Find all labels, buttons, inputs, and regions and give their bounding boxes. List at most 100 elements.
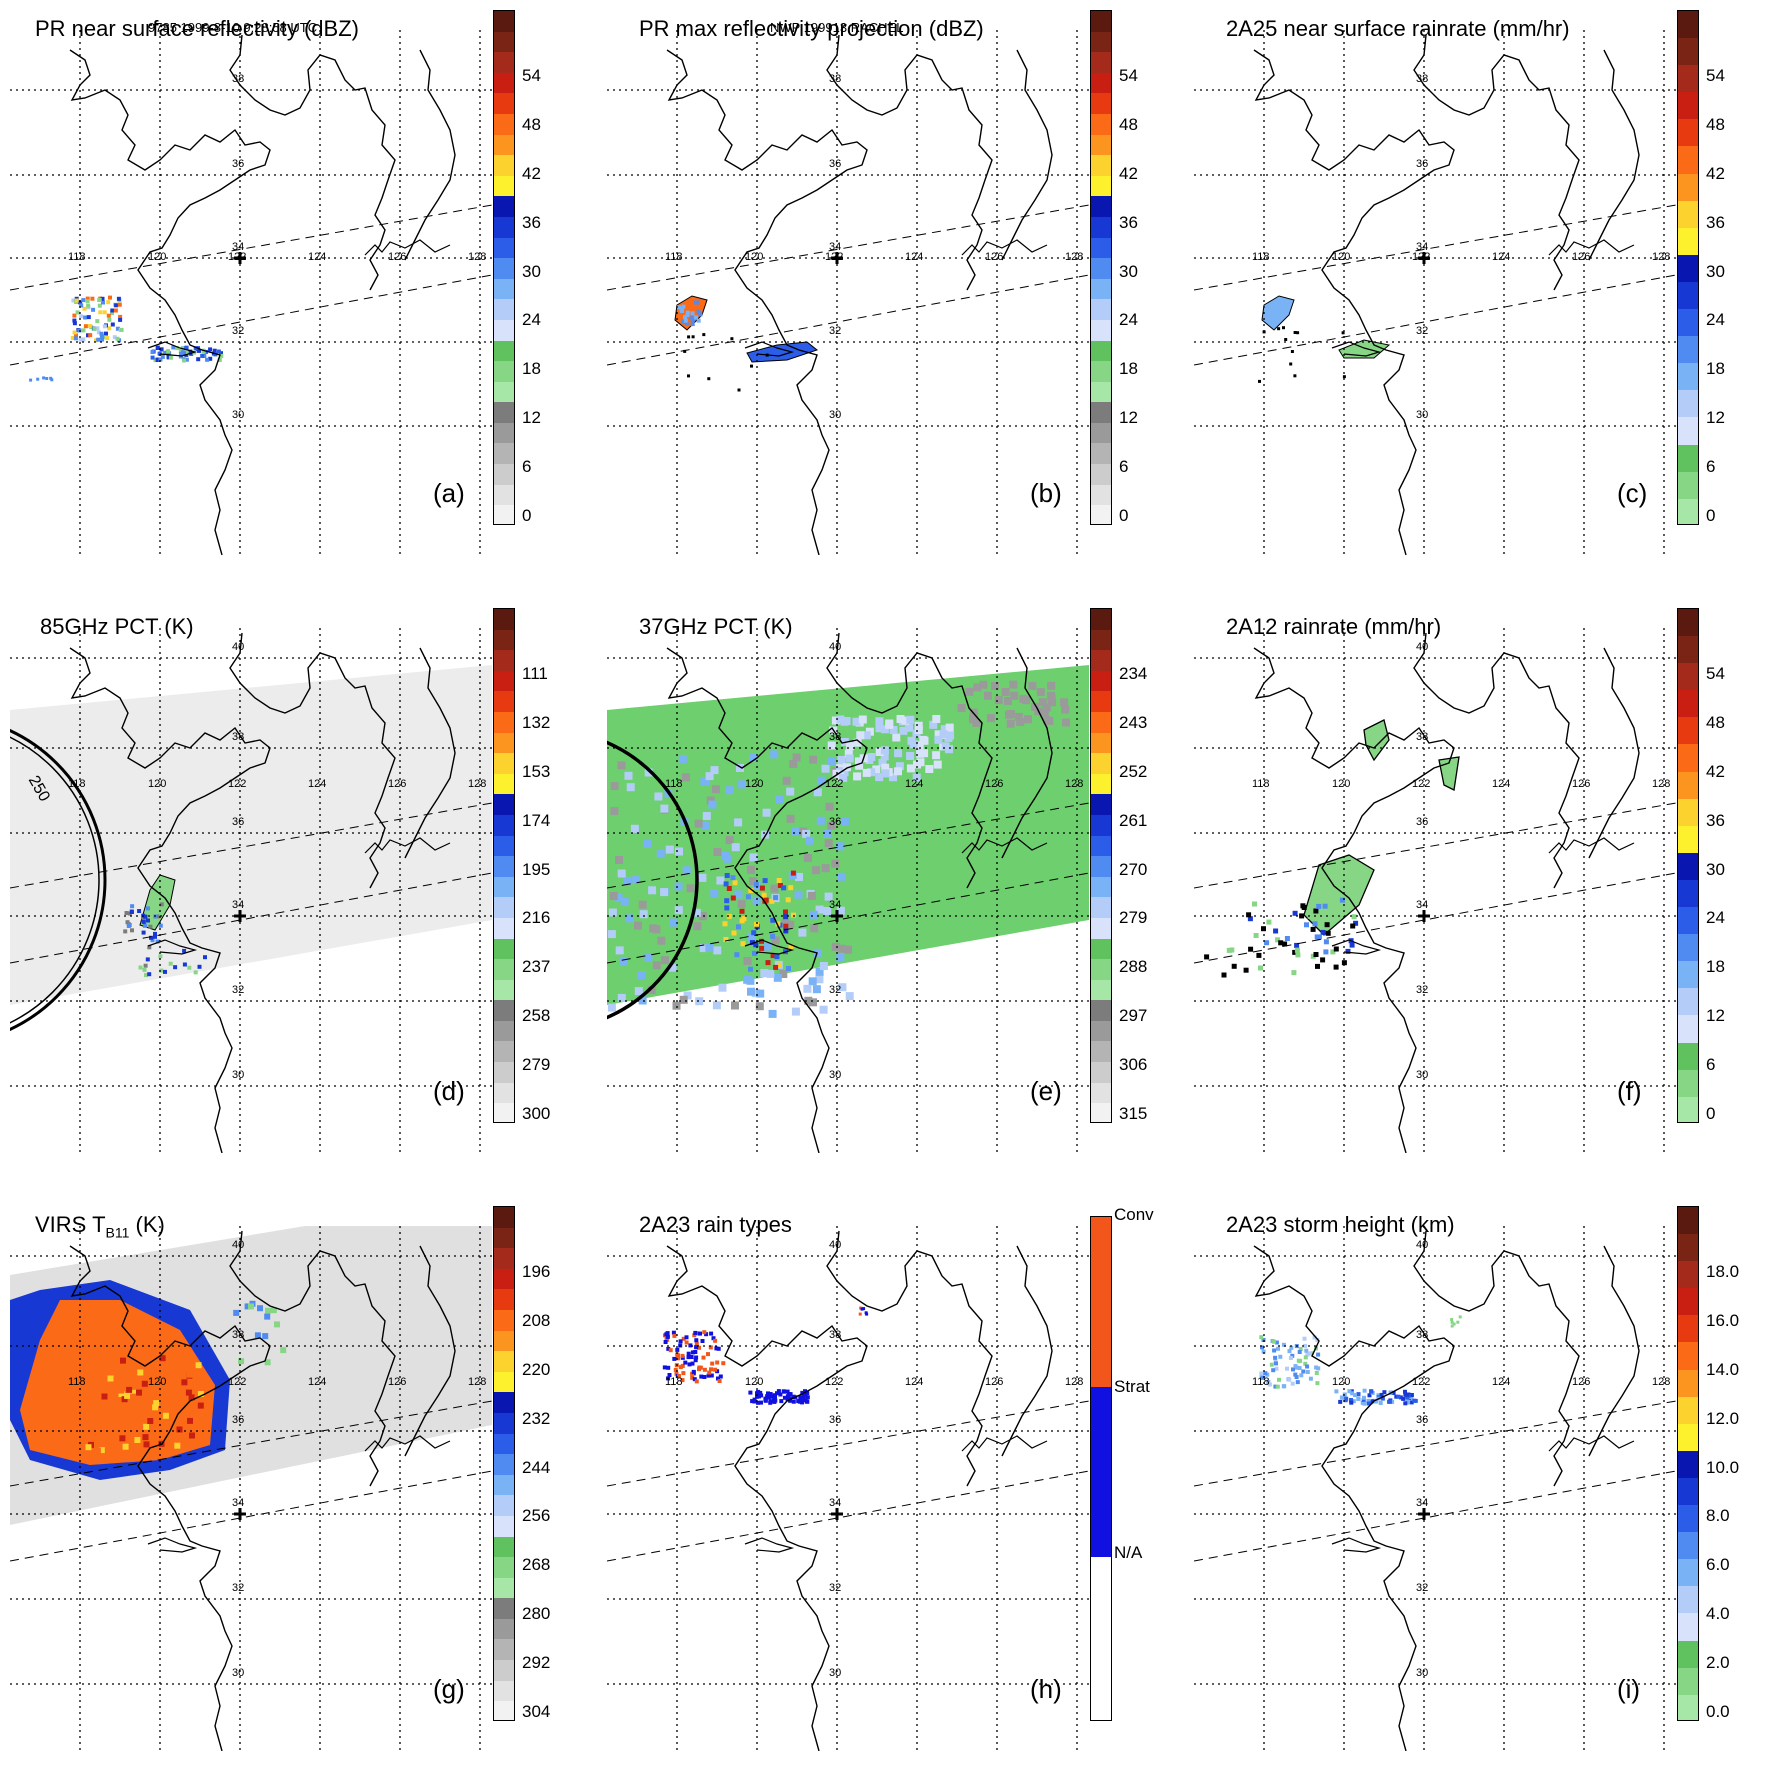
data-pixel (687, 335, 691, 339)
colorbar-tick: 12.0 (1706, 1408, 1740, 1428)
data-pixel (205, 357, 210, 362)
pr-swath-edge-south (607, 872, 1089, 964)
data-pixel (752, 950, 757, 956)
pr-swath-edge-south (1194, 1470, 1676, 1562)
data-pixel (638, 996, 647, 1005)
colorbar-segment (494, 361, 514, 382)
data-pixel (119, 327, 124, 332)
colorbar-tick: 18 (1119, 359, 1138, 379)
coastline-islands (364, 239, 451, 256)
data-pixel (785, 1389, 790, 1394)
pmi-swath (10, 665, 492, 1005)
data-pixel (118, 317, 123, 322)
colorbar-segment (1091, 422, 1111, 444)
data-pixel (905, 723, 913, 732)
data-pixel (1347, 1389, 1352, 1394)
data-pixel (1320, 929, 1326, 935)
colorbar-segment (1678, 1369, 1698, 1397)
data-pixel (153, 934, 157, 939)
data-pixel (836, 906, 845, 915)
data-pixel (794, 890, 803, 899)
storm-center-marker (831, 252, 843, 264)
data-pixel (772, 1393, 777, 1398)
lon-label-124: 124 (1492, 251, 1511, 263)
colorbar-segment (1091, 650, 1111, 671)
data-pixel (643, 840, 652, 848)
lon-label-122: 122 (228, 1376, 247, 1388)
data-pixel (692, 1377, 697, 1382)
data-pixel (238, 1358, 245, 1365)
lon-label-124: 124 (905, 251, 924, 263)
data-pixel (109, 1386, 115, 1393)
data-pixel (1310, 926, 1316, 932)
data-pixel (86, 315, 91, 320)
colorbar-tick: 279 (522, 1055, 551, 1075)
data-pixel (844, 749, 853, 758)
colorbar-tick: 0 (1706, 1104, 1716, 1123)
data-pixel (858, 715, 867, 724)
panel-i: 40 38 36 34 32 30 118 120 122 124 126 128 2A23 storm… (1184, 1196, 1771, 1786)
data-pixel (809, 755, 818, 764)
data-pixel (254, 1332, 261, 1339)
header-storm-name: NWP 199913 RACHEL (770, 20, 904, 35)
colorbar-segment (494, 629, 514, 651)
data-pixel (77, 328, 82, 333)
coastline-korea-east (404, 1245, 456, 1457)
data-pixel (1349, 942, 1355, 948)
data-pixel (1305, 1370, 1310, 1374)
colorbar-segment (494, 794, 514, 815)
data-pixel (158, 954, 163, 959)
data-pixel (840, 817, 849, 826)
colorbar-segment (1678, 1559, 1698, 1587)
data-pixel (1275, 1384, 1280, 1389)
data-pixel (680, 319, 685, 324)
lat-label-30: 30 (1416, 1667, 1429, 1679)
data-pixel (615, 855, 623, 864)
data-pixel (768, 1009, 777, 1018)
data-pixel (264, 1359, 271, 1366)
data-pixel (1289, 1345, 1294, 1350)
colorbar-tick: 18 (1706, 359, 1725, 379)
lat-label-32: 32 (829, 1582, 842, 1594)
map-canvas (1194, 1226, 1676, 1751)
data-pixel (201, 349, 206, 354)
data-pixel (153, 931, 157, 936)
colorbar-tick: 18 (1706, 957, 1725, 977)
data-pixel (842, 763, 851, 772)
data-pixel (817, 776, 826, 785)
colorbar-segment (1678, 1288, 1698, 1316)
data-pixel (113, 1409, 119, 1416)
data-pixel (776, 962, 782, 968)
data-pixel (1231, 963, 1237, 969)
coastline-korea-east (1001, 647, 1053, 859)
data-pixel (182, 358, 187, 363)
data-pixel (1310, 953, 1316, 959)
data-pixel (1031, 702, 1040, 711)
data-pixel (1366, 1401, 1371, 1406)
data-pixel (763, 1398, 768, 1403)
data-pixel (1450, 1324, 1454, 1328)
data-pixel (710, 1361, 715, 1366)
data-pixel (1273, 1384, 1278, 1389)
data-pixel (796, 1399, 801, 1404)
data-pixel (1382, 1390, 1387, 1395)
data-pixel (208, 356, 213, 361)
data-pixel (852, 717, 861, 726)
data-pixel (933, 760, 942, 769)
colorbar-segment (1091, 1020, 1111, 1042)
colorbar (1677, 10, 1699, 525)
data-pixel (1345, 948, 1351, 954)
colorbar-segment (494, 1577, 514, 1599)
colorbar-segment (1091, 979, 1111, 1001)
data-pixel (702, 333, 706, 337)
data-pixel (147, 945, 152, 950)
colorbar-segment (494, 959, 514, 980)
cold-cloud-core (20, 1300, 215, 1465)
data-pixel (759, 938, 764, 944)
data-pixel (125, 920, 130, 925)
colorbar-segment (1091, 711, 1111, 733)
colorbar-segment (1678, 1450, 1698, 1478)
lon-label-128: 128 (1065, 1376, 1084, 1388)
lon-label-124: 124 (308, 778, 327, 790)
data-pixel (880, 746, 889, 755)
